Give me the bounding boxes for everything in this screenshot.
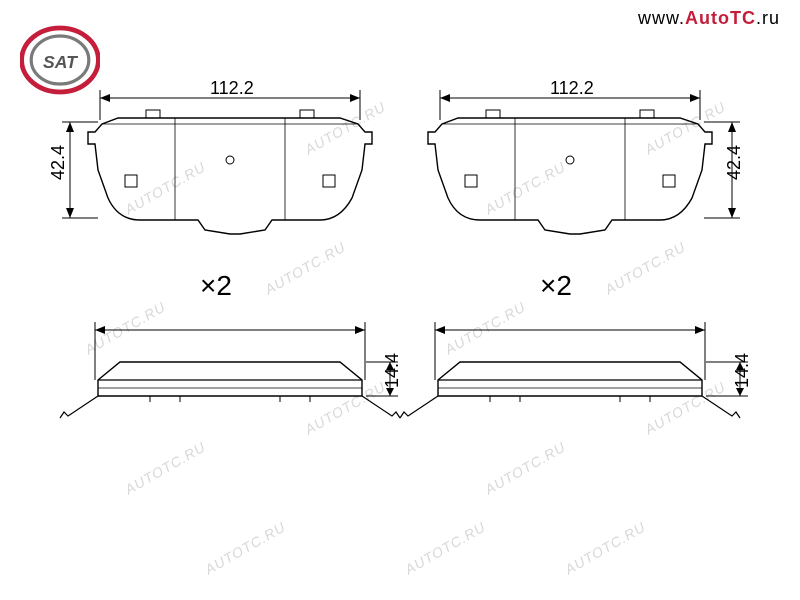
site-url: www.AutoTC.ru [638, 8, 780, 29]
left-pad-front: 112.2 42.4 [48, 80, 372, 234]
right-width-dim: 112.2 [550, 80, 594, 98]
svg-text:SAT: SAT [43, 52, 78, 72]
left-height-dim: 42.4 [48, 145, 68, 180]
url-main: AutoTC [685, 8, 756, 28]
url-suffix: .ru [756, 8, 780, 28]
right-side-height: 14.4 [732, 353, 752, 388]
left-pad-side: 14.4 [60, 322, 402, 418]
right-qty: ×2 [540, 270, 572, 301]
left-side-height: 14.4 [382, 353, 402, 388]
left-qty: ×2 [200, 270, 232, 301]
right-height-dim: 42.4 [724, 145, 744, 180]
right-pad-side: 14.4 [400, 322, 752, 418]
diagram-container: SAT www.AutoTC.ru AUTOTC.RUAUTOTC.RUAUTO… [0, 0, 800, 600]
left-width-dim: 112.2 [210, 80, 254, 98]
right-pad-front: 112.2 42.4 [428, 80, 744, 234]
technical-diagram: 112.2 42.4 [40, 80, 760, 560]
url-prefix: www. [638, 8, 685, 28]
